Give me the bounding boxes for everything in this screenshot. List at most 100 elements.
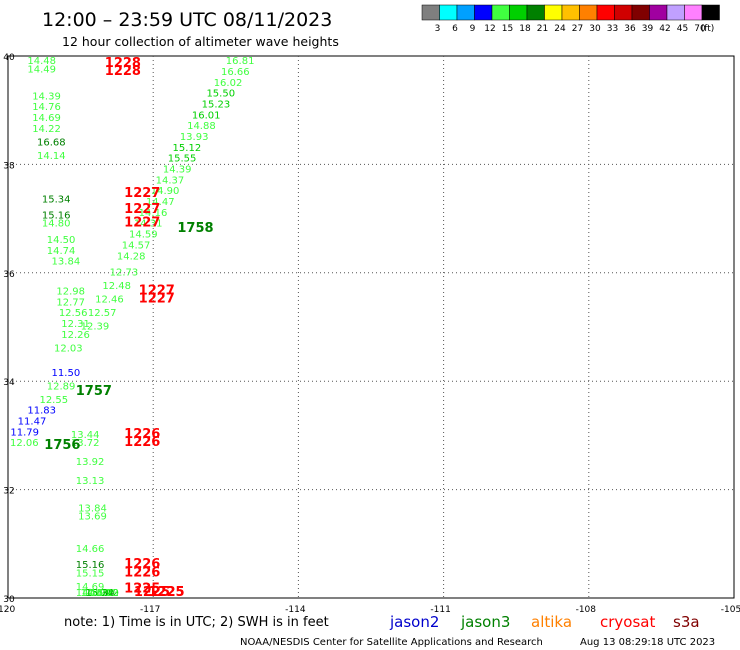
mission-label: jason2 (389, 613, 439, 631)
swh-value-label: 14.49 (27, 64, 56, 75)
axis-tick-labels: -120 -117 -114 -111 -108 -105 30 32 34 36 38 40 (0, 53, 740, 615)
swh-value-label: 12.77 (56, 297, 85, 308)
y-tick-label: 34 (3, 378, 15, 388)
y-tick-label: 36 (3, 270, 15, 280)
swh-value-label: 15.22 (85, 588, 114, 599)
time-label: 1227 (139, 283, 175, 298)
legend-label: 39 (642, 24, 654, 34)
swh-value-label: 12.39 (81, 322, 110, 333)
swh-value-label: 14.31 (134, 219, 163, 230)
swh-value-label: 13.84 (78, 503, 107, 514)
swh-value-label: 14.47 (146, 197, 175, 208)
legend-swatch (596, 4, 615, 21)
swh-value-label: 13.93 (180, 132, 209, 143)
legend-swatch (684, 4, 703, 21)
swh-value-label: 13.92 (76, 457, 105, 468)
legend-swatch (509, 4, 528, 21)
time-label: 1226 (124, 435, 160, 450)
time-label: 1227 (124, 202, 160, 217)
legend-swatch (701, 4, 720, 21)
swh-value-label: 12.48 (102, 281, 131, 292)
swh-value-label: 15.55 (168, 154, 197, 165)
grid-lines (8, 56, 734, 598)
legend-label: 30 (589, 24, 601, 34)
time-label: 1226 (124, 427, 160, 442)
swh-value-label: 13.44 (71, 430, 100, 441)
data-points: 16.8116.6616.0215.5015.2316.0114.8813.93… (10, 56, 254, 599)
legend-swatch (474, 4, 493, 21)
time-label: 1227 (139, 292, 175, 307)
swh-value-label: 15.12 (173, 143, 202, 154)
swh-value-label: 16.81 (226, 56, 255, 67)
mission-label: s3a (673, 613, 700, 631)
swh-value-label: 14.59 (129, 230, 158, 241)
legend-swatch (579, 4, 598, 21)
legend-label: 6 (452, 24, 458, 34)
swh-value-label: 14.69 (81, 588, 110, 599)
swh-value-label: 11.47 (18, 417, 47, 428)
legend-label: 33 (607, 24, 618, 34)
y-tick-label: 30 (3, 595, 15, 605)
swh-value-label: 14.16 (139, 208, 168, 219)
swh-value-label: 11.83 (27, 406, 56, 417)
legend-label: 27 (572, 24, 583, 34)
legend-label: 42 (659, 24, 670, 34)
time-label: 1757 (76, 384, 112, 399)
swh-value-label: 14.90 (83, 588, 112, 599)
swh-value-label: 14.76 (32, 102, 61, 113)
y-tick-label: 32 (3, 487, 14, 497)
legend-swatch (561, 4, 580, 21)
swh-value-label: 12.57 (88, 308, 117, 319)
swh-value-label: 15.23 (90, 588, 119, 599)
y-tick-label: 38 (3, 161, 15, 171)
swh-value-label: 12.06 (10, 438, 39, 449)
swh-value-label: 16.02 (214, 78, 243, 89)
swh-value-label: 12.55 (39, 395, 68, 406)
swh-value-label: 14.90 (151, 186, 180, 197)
time-label: 1228 (105, 64, 141, 79)
swh-value-label: 12.26 (61, 330, 90, 341)
legend-label: 36 (624, 24, 636, 34)
x-tick-label: -120 (0, 605, 15, 615)
swh-value-label: 14.22 (32, 124, 61, 135)
swh-value-label: 11.79 (10, 427, 39, 438)
swh-value-label: 13.72 (71, 438, 100, 449)
legend-swatch (631, 4, 650, 21)
legend-label: 70 (694, 24, 706, 34)
legend-swatch (544, 4, 563, 21)
swh-value-label: 14.37 (156, 175, 185, 186)
legend-label: 12 (484, 24, 495, 34)
mission-legend: jason2 jason3 altika cryosat s3a (389, 613, 700, 631)
time-label: 1225 (134, 585, 170, 600)
swh-value-label: 14.39 (32, 91, 61, 102)
chart-title: 12:00 – 23:59 UTC 08/11/2023 (42, 9, 332, 31)
x-tick-label: -117 (140, 605, 160, 615)
time-label: 1228 (105, 56, 141, 71)
legend-swatch (421, 4, 440, 21)
plot-frame (7, 55, 735, 599)
swh-value-label: 12.73 (110, 268, 139, 279)
legend-label: 18 (519, 24, 531, 34)
swh-value-label: 15.15 (76, 568, 105, 579)
footer-note: note: 1) Time is in UTC; 2) SWH is in fe… (64, 615, 329, 630)
swh-value-label: 14.39 (163, 165, 192, 176)
legend-label: 24 (554, 24, 566, 34)
swh-value-label: 15.34 (85, 588, 114, 599)
swh-value-label: 14.69 (32, 113, 61, 124)
y-tick-label: 40 (3, 53, 15, 63)
time-label: 1758 (177, 221, 213, 236)
x-tick-label: -114 (285, 605, 306, 615)
legend-swatch (614, 4, 633, 21)
swh-value-label: 13.13 (76, 476, 105, 487)
legend-label: 21 (537, 24, 548, 34)
footer-credit: NOAA/NESDIS Center for Satellite Applica… (240, 637, 543, 648)
swh-value-label: 11.50 (52, 368, 81, 379)
swh-value-label: 14.74 (47, 246, 76, 257)
swh-value-label: 14.50 (47, 235, 76, 246)
swh-value-label: 14.49 (81, 588, 110, 599)
swh-value-label: 12.31 (61, 319, 90, 330)
time-label: 1227 (124, 216, 160, 231)
swh-value-label: 13.69 (78, 511, 107, 522)
x-tick-label: -108 (576, 605, 597, 615)
